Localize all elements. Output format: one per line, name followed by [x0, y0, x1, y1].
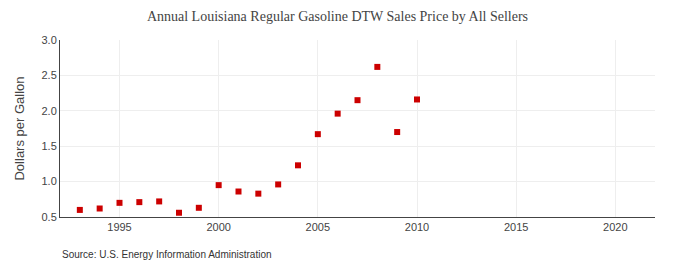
svg-text:3.0: 3.0 — [42, 34, 57, 46]
svg-text:2.5: 2.5 — [42, 69, 57, 81]
svg-text:2.0: 2.0 — [42, 105, 57, 117]
svg-text:2015: 2015 — [504, 221, 528, 233]
svg-text:Annual Louisiana Regular Gasol: Annual Louisiana Regular Gasoline DTW Sa… — [147, 9, 528, 24]
svg-text:1.0: 1.0 — [42, 175, 57, 187]
svg-text:Dollars per Gallon: Dollars per Gallon — [12, 76, 27, 180]
svg-text:1.5: 1.5 — [42, 140, 57, 152]
svg-text:0.5: 0.5 — [42, 211, 57, 223]
svg-text:2010: 2010 — [405, 221, 429, 233]
svg-text:Source: U.S. Energy Informatio: Source: U.S. Energy Information Administ… — [62, 249, 272, 260]
svg-text:2000: 2000 — [206, 221, 230, 233]
svg-text:1995: 1995 — [107, 221, 131, 233]
svg-text:2005: 2005 — [306, 221, 330, 233]
svg-text:2020: 2020 — [603, 221, 627, 233]
